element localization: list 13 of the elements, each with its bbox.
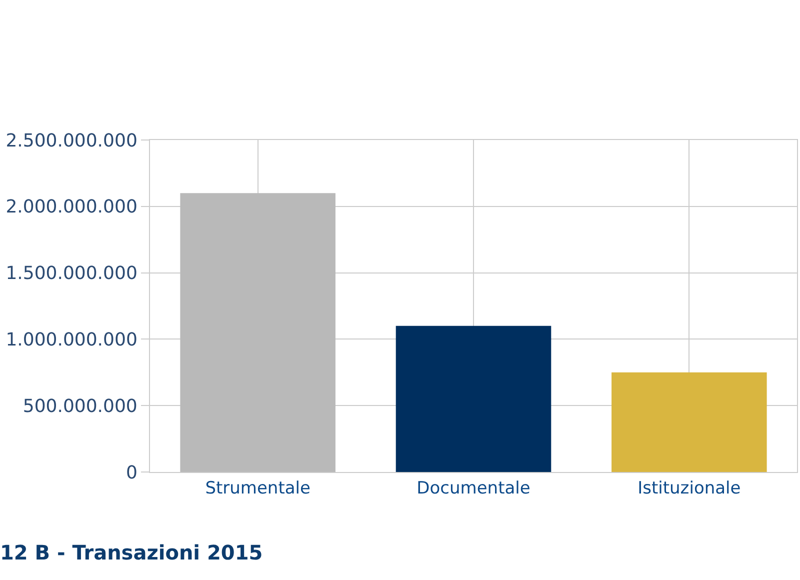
x-tick-label: Strumentale [205, 478, 310, 498]
y-tick-label: 0 [126, 462, 138, 484]
y-tick-label: 1.000.000.000 [6, 330, 138, 350]
bar [396, 326, 552, 472]
text: 12 B - Transazioni 2015 [0, 540, 263, 565]
y-tick-label: 2.500.000.000 [6, 130, 138, 152]
y-tick-label: 1.500.000.000 [6, 263, 138, 284]
x-tick-label: Istituzionale [638, 478, 741, 498]
bar [612, 372, 767, 472]
bar [180, 193, 336, 472]
y-tick-label: 500.000.000 [22, 396, 138, 417]
y-tick-label: 2.000.000.000 [6, 196, 138, 218]
x-tick-label: Documentale [416, 478, 530, 498]
